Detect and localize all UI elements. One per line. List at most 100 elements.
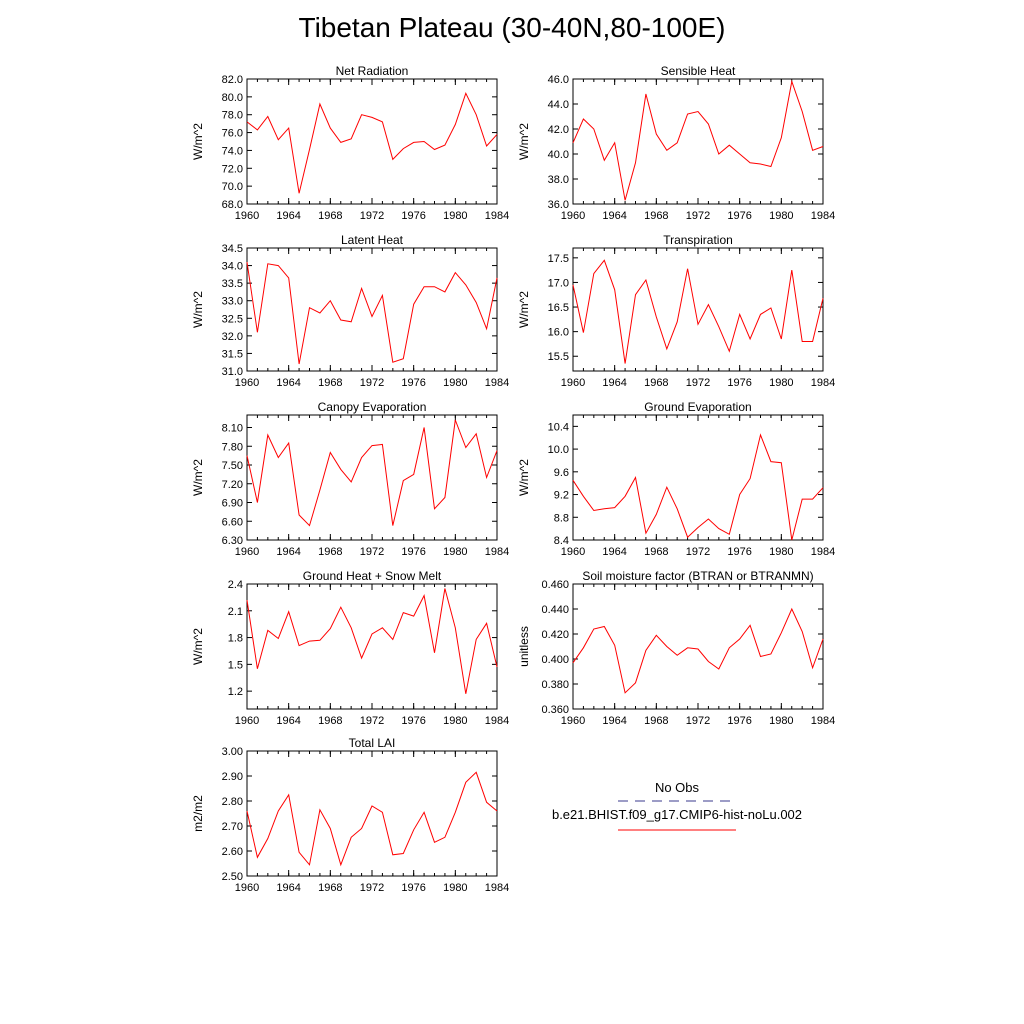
x-tick-label: 1960 (561, 715, 585, 727)
y-tick-label: 2.1 (228, 606, 243, 618)
x-tick-label: 1976 (727, 210, 751, 222)
x-tick-label: 1984 (485, 210, 509, 222)
panel-title: Transpiration (663, 233, 733, 247)
x-tick-label: 1960 (561, 210, 585, 222)
y-tick-label: 9.6 (554, 467, 569, 479)
x-tick-label: 1972 (686, 715, 710, 727)
y-tick-label: 10.4 (548, 421, 569, 433)
plot-frame (572, 414, 824, 541)
panel-canopy-evaporation: Canopy Evaporation W/m^2 6.30 6.60 6.90 7.20 7… (191, 400, 509, 558)
y-tick-label: 6.60 (222, 516, 243, 528)
x-tick-label: 1980 (769, 715, 793, 727)
panel-title: Ground Evaporation (644, 400, 751, 414)
x-tick-label: 1960 (235, 377, 259, 389)
y-tick-label: 40.0 (548, 149, 569, 161)
x-tick-label: 1984 (811, 377, 835, 389)
panel-title: Sensible Heat (661, 64, 736, 78)
x-tick-label: 1964 (602, 210, 626, 222)
y-tick-label: 82.0 (222, 74, 243, 86)
y-axis-label: m2/m2 (191, 795, 205, 832)
x-tick-label: 1968 (318, 715, 342, 727)
x-tick-label: 1972 (360, 210, 384, 222)
x-tick-label: 1964 (602, 546, 626, 558)
x-tick-label: 1968 (318, 210, 342, 222)
x-tick-label: 1980 (769, 210, 793, 222)
series-line-soil-moisture-factor-btran-or-btranmn (572, 607, 824, 694)
y-tick-label: 32.0 (222, 331, 243, 343)
series-line-latent-heat (246, 262, 498, 365)
legend-obs-label: No Obs (655, 780, 700, 795)
y-tick-label: 7.50 (222, 460, 243, 472)
x-tick-label: 1960 (235, 546, 259, 558)
x-tick-label: 1968 (644, 546, 668, 558)
y-tick-label: 68.0 (222, 199, 243, 211)
x-tick-label: 1980 (769, 546, 793, 558)
panel-title: Canopy Evaporation (318, 400, 427, 414)
y-tick-label: 33.0 (222, 296, 243, 308)
y-tick-label: 2.70 (222, 821, 243, 833)
y-tick-label: 2.60 (222, 846, 243, 858)
x-tick-label: 1976 (401, 546, 425, 558)
y-tick-label: 80.0 (222, 92, 243, 104)
y-tick-label: 0.360 (541, 704, 569, 716)
x-tick-label: 1984 (485, 546, 509, 558)
x-tick-label: 1976 (401, 210, 425, 222)
series-line-sensible-heat (572, 79, 824, 201)
y-tick-label: 33.5 (222, 278, 243, 290)
x-tick-label: 1960 (561, 546, 585, 558)
y-tick-label: 76.0 (222, 128, 243, 140)
x-tick-label: 1984 (811, 546, 835, 558)
x-tick-label: 1972 (360, 715, 384, 727)
panel-title: Total LAI (349, 736, 396, 750)
x-tick-label: 1972 (686, 546, 710, 558)
y-axis-label: W/m^2 (517, 459, 531, 496)
y-tick-label: 0.380 (541, 679, 569, 691)
x-tick-label: 1972 (686, 377, 710, 389)
plot-frame (246, 247, 498, 372)
y-tick-label: 0.420 (541, 629, 569, 641)
figure-title: Tibetan Plateau (30-40N,80-100E) (298, 12, 726, 43)
y-axis-label: unitless (517, 626, 531, 667)
y-tick-label: 0.460 (541, 579, 569, 591)
panel-ground-heat-snow-melt: Ground Heat + Snow Melt W/m^2 1.2 1.5 1.8 2.1… (191, 569, 509, 727)
y-tick-label: 17.0 (548, 277, 569, 289)
y-tick-label: 3.00 (222, 746, 243, 758)
panel-sensible-heat: Sensible Heat W/m^2 36.0 38.0 40.0 42.0 44.0 46… (517, 64, 835, 222)
y-tick-label: 0.400 (541, 654, 569, 666)
panel-title: Net Radiation (336, 64, 409, 78)
y-tick-label: 8.8 (554, 512, 569, 524)
plot-frame (572, 78, 824, 205)
x-tick-label: 1960 (235, 210, 259, 222)
x-tick-label: 1964 (276, 546, 300, 558)
x-tick-label: 1976 (727, 546, 751, 558)
x-tick-label: 1960 (235, 715, 259, 727)
x-tick-label: 1964 (276, 210, 300, 222)
x-tick-label: 1976 (401, 882, 425, 894)
y-tick-label: 74.0 (222, 145, 243, 157)
y-tick-label: 2.80 (222, 796, 243, 808)
y-axis-label: W/m^2 (191, 291, 205, 328)
plot-frame (246, 414, 498, 541)
y-tick-label: 1.8 (228, 633, 243, 645)
x-tick-label: 1968 (644, 715, 668, 727)
legend-model-label: b.e21.BHIST.f09_g17.CMIP6-hist-noLu.002 (552, 807, 802, 822)
x-tick-label: 1972 (686, 210, 710, 222)
x-tick-label: 1976 (401, 715, 425, 727)
panel-transpiration: Transpiration W/m^2 15.5 16.0 16.5 17.0 17.5 19… (517, 233, 835, 389)
x-tick-label: 1968 (318, 546, 342, 558)
y-tick-label: 0.440 (541, 604, 569, 616)
y-tick-label: 42.0 (548, 124, 569, 136)
series-line-ground-heat-snow-melt (246, 588, 498, 694)
series-line-canopy-evaporation (246, 419, 498, 527)
x-tick-label: 1984 (811, 210, 835, 222)
y-tick-label: 6.30 (222, 535, 243, 547)
y-tick-label: 2.4 (228, 579, 243, 591)
x-tick-label: 1980 (769, 377, 793, 389)
x-tick-label: 1980 (443, 546, 467, 558)
panel-title: Soil moisture factor (BTRAN or BTRANMN) (582, 569, 813, 583)
y-tick-label: 8.10 (222, 423, 243, 435)
y-axis-label: W/m^2 (191, 628, 205, 665)
y-axis-label: W/m^2 (191, 459, 205, 496)
x-tick-label: 1964 (276, 377, 300, 389)
y-tick-label: 1.5 (228, 659, 243, 671)
